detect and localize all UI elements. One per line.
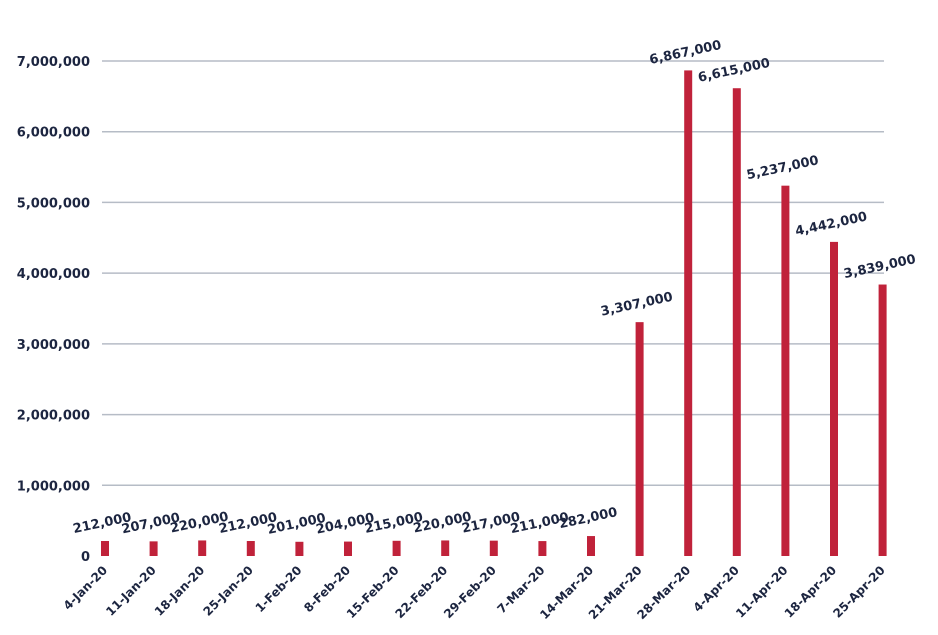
y-tick-label: 4,000,000 [17, 267, 90, 282]
y-tick-label: 3,000,000 [17, 338, 90, 353]
y-tick-label: 7,000,000 [17, 55, 90, 70]
x-tick-label: 29-Feb-20 [441, 563, 499, 621]
y-tick-label: 2,000,000 [17, 409, 90, 424]
bars [101, 70, 887, 556]
bar [489, 540, 498, 556]
bar [295, 541, 304, 556]
bar [684, 70, 693, 556]
y-tick-label: 0 [81, 550, 90, 565]
y-axis-tick-labels: 0 1,000,000 2,000,000 3,000,000 4,000,000 5,0… [17, 55, 90, 565]
x-tick-label: 4-Jan-20 [61, 563, 111, 613]
bar [732, 88, 741, 556]
bar [101, 541, 109, 556]
y-tick-label: 5,000,000 [17, 196, 90, 211]
bar [392, 540, 401, 556]
x-tick-label: 25-Jan-20 [200, 563, 255, 618]
data-label: 5,237,000 [745, 153, 820, 183]
bar [149, 541, 158, 556]
data-label: 282,000 [558, 505, 619, 532]
data-label: 3,839,000 [843, 252, 918, 282]
bar [246, 541, 255, 556]
bar [781, 185, 790, 556]
gridlines [102, 60, 884, 487]
bar [635, 322, 644, 556]
x-tick-label: 18-Jan-20 [152, 563, 207, 618]
x-tick-label: 7-Mar-20 [495, 563, 548, 616]
data-label: 4,442,000 [794, 210, 869, 240]
x-tick-label: 8-Feb-20 [301, 563, 353, 615]
bar [441, 540, 450, 556]
x-axis-tick-labels: 4-Jan-2011-Jan-2018-Jan-2025-Jan-201-Feb… [61, 563, 888, 622]
bar [830, 241, 838, 556]
data-label: 6,867,000 [648, 38, 723, 68]
x-tick-label: 25-Apr-20 [830, 563, 887, 620]
x-tick-label: 4-Apr-20 [690, 563, 741, 614]
y-tick-label: 1,000,000 [17, 479, 90, 494]
data-labels: 212,000207,000220,000212,000201,000204,0… [72, 38, 917, 538]
bar [538, 541, 547, 556]
data-label: 3,307,000 [600, 290, 675, 320]
x-tick-label: 11-Jan-20 [103, 563, 158, 618]
y-tick-label: 6,000,000 [17, 126, 90, 141]
bar [878, 284, 887, 556]
bar [198, 540, 207, 556]
bar [344, 541, 352, 556]
x-tick-label: 1-Feb-20 [253, 563, 305, 615]
bar [587, 536, 595, 556]
